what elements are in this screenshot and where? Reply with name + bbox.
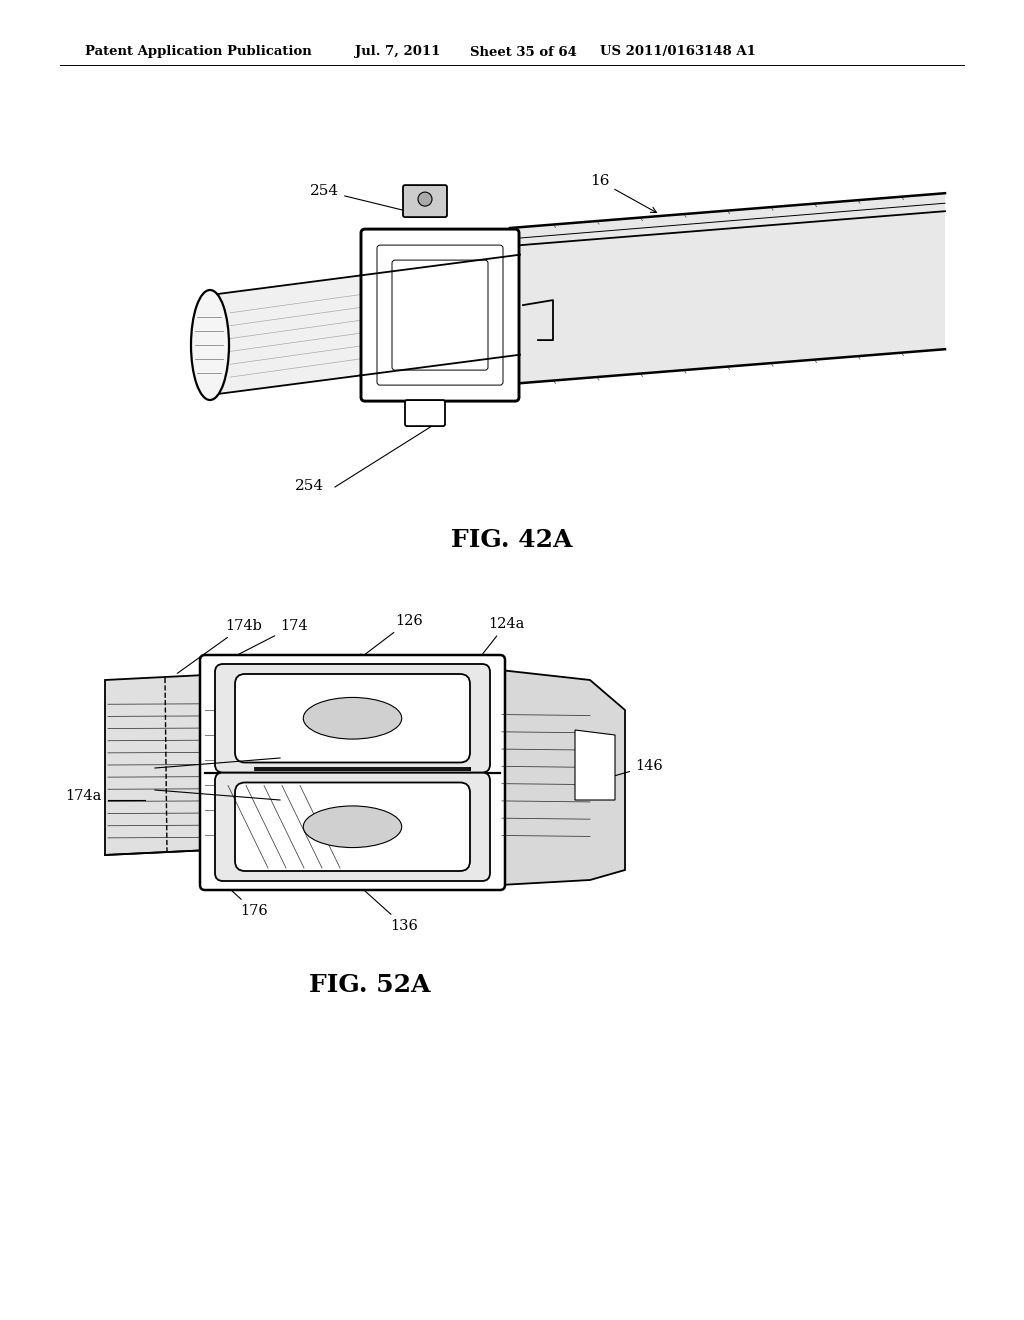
Ellipse shape bbox=[418, 193, 432, 206]
Polygon shape bbox=[575, 730, 615, 800]
Text: 174: 174 bbox=[211, 619, 307, 669]
FancyBboxPatch shape bbox=[403, 185, 447, 216]
Text: 126: 126 bbox=[358, 614, 423, 660]
Polygon shape bbox=[510, 193, 945, 384]
Text: FIG. 42A: FIG. 42A bbox=[452, 528, 572, 552]
Text: 124a: 124a bbox=[472, 616, 524, 668]
Polygon shape bbox=[105, 675, 210, 855]
FancyBboxPatch shape bbox=[215, 664, 490, 772]
FancyBboxPatch shape bbox=[234, 783, 470, 871]
Text: 174b: 174b bbox=[177, 619, 262, 673]
Text: Jul. 7, 2011: Jul. 7, 2011 bbox=[355, 45, 440, 58]
FancyBboxPatch shape bbox=[200, 655, 505, 890]
Ellipse shape bbox=[303, 807, 401, 847]
Text: 136: 136 bbox=[357, 884, 418, 933]
FancyBboxPatch shape bbox=[406, 400, 445, 426]
Ellipse shape bbox=[191, 290, 229, 400]
Text: 146: 146 bbox=[603, 759, 663, 779]
Text: 16: 16 bbox=[590, 174, 656, 213]
Ellipse shape bbox=[303, 697, 401, 739]
FancyBboxPatch shape bbox=[365, 234, 515, 397]
Text: 254: 254 bbox=[296, 479, 325, 492]
Text: 254: 254 bbox=[310, 183, 413, 213]
Text: FIG. 52A: FIG. 52A bbox=[309, 973, 431, 997]
Polygon shape bbox=[500, 671, 625, 884]
FancyBboxPatch shape bbox=[361, 230, 519, 401]
Text: Patent Application Publication: Patent Application Publication bbox=[85, 45, 311, 58]
FancyBboxPatch shape bbox=[215, 772, 490, 880]
Text: Sheet 35 of 64: Sheet 35 of 64 bbox=[470, 45, 577, 58]
Text: US 2011/0163148 A1: US 2011/0163148 A1 bbox=[600, 45, 756, 58]
Polygon shape bbox=[210, 203, 920, 395]
FancyBboxPatch shape bbox=[234, 675, 470, 763]
Text: 174a: 174a bbox=[65, 789, 101, 803]
Text: 176: 176 bbox=[220, 880, 267, 917]
